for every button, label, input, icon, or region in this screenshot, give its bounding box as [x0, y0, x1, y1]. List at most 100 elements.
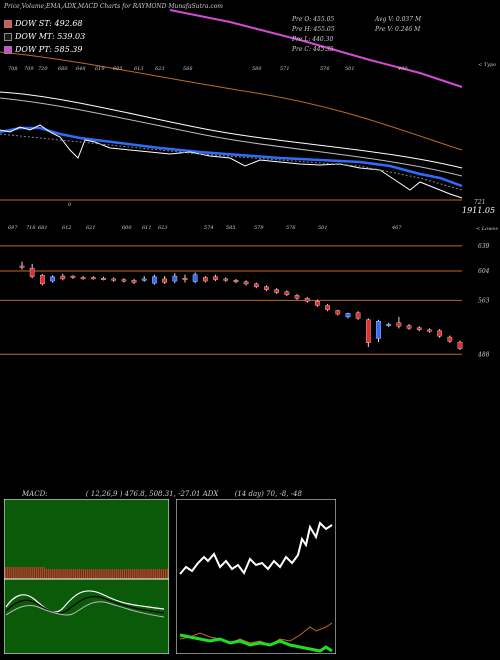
macd-hist-bar	[66, 569, 68, 579]
candle-body	[264, 286, 269, 290]
top-tick-label: 571	[280, 66, 290, 72]
adx-label: ADX	[202, 490, 219, 498]
ema-short-line	[0, 126, 463, 188]
macd-hist-bar	[99, 569, 101, 579]
candle-body	[213, 276, 218, 280]
candle-body	[29, 267, 35, 277]
swatch-dow-pt-icon	[4, 46, 12, 54]
top-tick-label: 501	[345, 66, 355, 72]
candle-body	[152, 276, 157, 284]
top-tick-label: 709	[24, 66, 34, 72]
top-tick-label: 708	[8, 66, 18, 72]
candle-body	[50, 276, 55, 282]
macd-hist-bar	[148, 569, 150, 579]
macd-hist-bar	[97, 569, 99, 579]
macd-hist-bar	[93, 569, 95, 579]
top-tick-label: 680	[58, 66, 68, 72]
macd-hist-bar	[142, 569, 144, 579]
candle-body	[365, 319, 371, 343]
stat-pre-high: Pre H: 455.05	[292, 26, 335, 33]
macd-hist-bar	[91, 569, 93, 579]
candle-body	[90, 277, 96, 280]
macd-hist-bar	[111, 569, 113, 579]
macd-hist-bar	[37, 567, 39, 579]
macd-hist-bar	[54, 569, 56, 579]
candle-body	[101, 278, 106, 280]
macd-hist-bar	[84, 569, 87, 579]
candle-body	[315, 301, 320, 306]
macd-hist-bar	[136, 569, 138, 579]
macd-hist-bar	[68, 569, 70, 579]
candle-body	[416, 327, 422, 331]
candle-top-label: 574	[204, 225, 214, 231]
macd-hist-bar	[7, 567, 9, 579]
price-level-label: 639	[478, 243, 490, 250]
candle-right-label: < Lowes	[476, 226, 498, 232]
macd-hist-bar	[101, 569, 103, 579]
candle-body	[243, 281, 249, 285]
macd-hist-bar	[25, 567, 27, 579]
macd-hist-bar	[89, 569, 91, 579]
stat-avg-volume: Avg V: 0.037 M	[375, 16, 422, 23]
macd-hist-bar	[58, 569, 60, 579]
macd-hist-bar	[35, 567, 37, 579]
macd-hist-bar	[158, 569, 160, 579]
candle-body	[437, 330, 442, 337]
candle-body	[141, 278, 147, 281]
macd-hist-bar	[128, 569, 130, 579]
macd-hist-bar	[33, 567, 35, 579]
candle-top-label: 697	[8, 225, 18, 231]
macd-hist-bar	[146, 569, 148, 579]
ema-longest-line	[0, 51, 463, 151]
swatch-dow-mt-icon	[4, 33, 12, 41]
macd-hist-bar	[48, 569, 50, 579]
ema-mid-line	[0, 97, 463, 177]
macd-params: ( 12,26,9 ) 476.8, 508.31, -27.01	[85, 490, 201, 498]
macd-hist-bar	[125, 569, 128, 579]
macd-hist-bar	[27, 567, 29, 579]
candle-top-label: 501	[318, 225, 328, 231]
macd-hist-bar	[50, 569, 52, 579]
macd-hist-bar	[82, 569, 85, 579]
macd-hist-bar	[43, 567, 46, 579]
candle-body	[121, 279, 127, 282]
macd-third-line	[5, 601, 165, 618]
candle-body	[447, 336, 453, 342]
macd-hist-bar	[70, 569, 72, 579]
candle-top-label: 585	[226, 225, 236, 231]
stat-pre-low: Pre L: 440.30	[292, 36, 334, 43]
macd-hist-bar	[117, 569, 119, 579]
macd-hist-bar	[115, 569, 117, 579]
top-tick-label: 588	[183, 66, 193, 72]
candle-top-label: 718	[26, 225, 36, 231]
top-tick-label: 623	[155, 66, 165, 72]
macd-hist-bar	[121, 569, 124, 579]
macd-hist-bar	[78, 569, 80, 579]
price-level-label: 563	[478, 297, 490, 304]
candle-top-label: 623	[158, 225, 168, 231]
candle-top-label: 467	[391, 225, 402, 231]
candle-body	[284, 291, 290, 295]
macd-hist-bar	[52, 569, 54, 579]
macd-hist-bar	[140, 569, 142, 579]
macd-hist-bar	[166, 569, 169, 579]
candle-top-label: 612	[62, 225, 72, 231]
macd-hist-bar	[134, 569, 136, 579]
macd-hist-bar	[72, 569, 74, 579]
top-right-label: < Typo	[478, 62, 496, 68]
candle-body	[355, 312, 361, 319]
top-tick-label: 619	[95, 66, 105, 72]
candle-body	[80, 277, 86, 280]
macd-hist-bar	[154, 569, 156, 579]
macd-hist-bar	[56, 569, 58, 579]
candle-body	[19, 265, 25, 268]
dow-pt-line	[169, 9, 463, 88]
macd-hist-bar	[162, 569, 165, 579]
candle-top-label: 681	[38, 225, 48, 231]
macd-hist-bar	[107, 569, 109, 579]
top-tick-label: 580	[252, 66, 262, 72]
candle-body	[457, 341, 463, 349]
plus-di-line	[179, 622, 333, 646]
top-tick-label: 613	[134, 66, 144, 72]
candle-body	[202, 277, 208, 282]
